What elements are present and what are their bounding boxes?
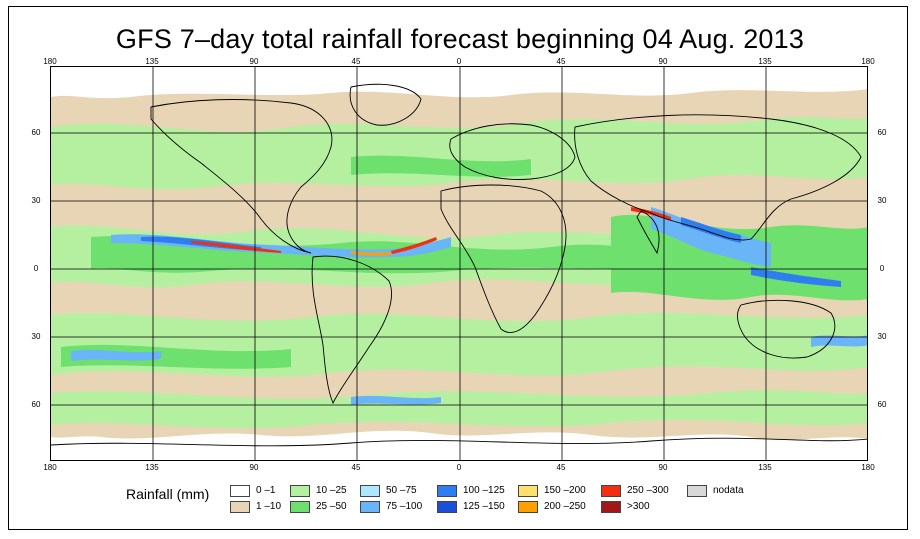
right-latitude-label: 60 (877, 400, 887, 409)
legend-title: Rainfall (mm) (126, 486, 210, 502)
greenland-outline (349, 83, 422, 126)
legend-swatch (360, 501, 380, 513)
legend-label: 75 –100 (386, 501, 423, 512)
graticule-lines (51, 67, 867, 460)
asia-monsoon-rain (631, 207, 841, 287)
rainfall-map (50, 66, 868, 461)
top-longitude-label: 180 (861, 57, 875, 66)
legend-swatch (518, 501, 538, 513)
bottom-longitude-label: 90 (249, 463, 259, 472)
top-longitude-label: 45 (351, 57, 361, 66)
africa-outline (440, 184, 567, 333)
left-latitude-label: 60 (31, 128, 41, 137)
bottom-longitude-label: 90 (658, 463, 668, 472)
legend-label: 10 –25 (316, 485, 347, 496)
itcz-intense-rain (111, 234, 451, 258)
top-longitude-label: 0 (456, 57, 462, 66)
legend-label: 50 –75 (386, 485, 417, 496)
legend-label: >300 (627, 501, 650, 512)
legend-swatch (601, 485, 621, 497)
figure-frame (8, 6, 908, 530)
legend-swatch (437, 501, 457, 513)
legend-label: 25 –50 (316, 501, 347, 512)
legend-swatch (518, 485, 538, 497)
continent-outlines (51, 83, 867, 447)
south-america-outline (311, 255, 392, 405)
map-canvas (51, 67, 867, 460)
left-latitude-label: 30 (31, 332, 41, 341)
top-longitude-label: 180 (43, 57, 57, 66)
legend-swatch (437, 485, 457, 497)
asia-outline (574, 114, 862, 241)
india-outline (636, 210, 660, 255)
legend-label: 100 –125 (463, 485, 505, 496)
right-latitude-label: 0 (879, 264, 885, 273)
legend-label: 1 –10 (256, 501, 282, 512)
bottom-longitude-label: 135 (145, 463, 159, 472)
right-latitude-label: 30 (877, 196, 887, 205)
legend-swatch (290, 485, 310, 497)
map-title: GFS 7–day total rainfall forecast beginn… (115, 24, 805, 54)
southern-storm-track (71, 335, 867, 405)
legend-label: 250 –300 (627, 485, 669, 496)
top-longitude-label: 90 (658, 57, 668, 66)
legend-swatch (687, 485, 707, 497)
bottom-longitude-label: 45 (351, 463, 361, 472)
legend-label: nodata (713, 485, 744, 496)
legend-swatch (290, 501, 310, 513)
bottom-longitude-label: 0 (456, 463, 462, 472)
top-longitude-label: 135 (758, 57, 772, 66)
legend-label: 200 –250 (544, 501, 586, 512)
antarctica-outline (51, 437, 867, 447)
bottom-longitude-label: 180 (861, 463, 875, 472)
legend-label: 125 –150 (463, 501, 505, 512)
right-latitude-label: 30 (877, 332, 887, 341)
left-latitude-label: 0 (33, 264, 39, 273)
bottom-longitude-label: 45 (556, 463, 566, 472)
top-longitude-label: 90 (249, 57, 259, 66)
left-latitude-label: 30 (31, 196, 41, 205)
legend-swatch (230, 501, 250, 513)
left-latitude-label: 60 (31, 400, 41, 409)
australia-outline (737, 299, 836, 359)
legend-label: 0 –1 (256, 485, 276, 496)
legend-label: 150 –200 (544, 485, 586, 496)
top-longitude-label: 45 (556, 57, 566, 66)
legend-swatch (601, 501, 621, 513)
bottom-longitude-label: 180 (43, 463, 57, 472)
right-latitude-label: 60 (877, 128, 887, 137)
bottom-longitude-label: 135 (758, 463, 772, 472)
top-longitude-label: 135 (145, 57, 159, 66)
legend-swatch (360, 485, 380, 497)
north-america-outline (150, 99, 333, 254)
legend-swatch (230, 485, 250, 497)
